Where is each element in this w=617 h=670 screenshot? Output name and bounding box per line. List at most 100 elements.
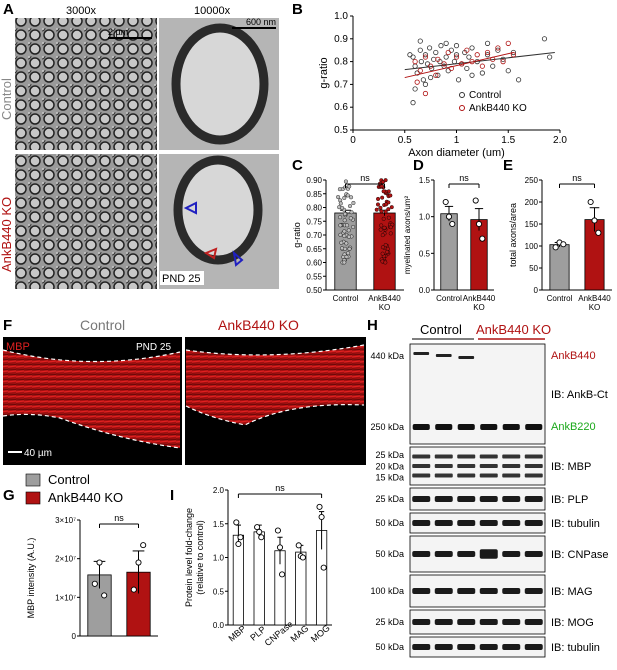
data-point (379, 223, 384, 228)
b-scatter-point (490, 63, 496, 69)
data-point (140, 542, 147, 549)
data-point (380, 195, 385, 200)
b-y-tick-label: 0.8 (334, 57, 348, 68)
y-tick-label: 50 (529, 264, 538, 273)
data-point (279, 571, 286, 578)
data-point (591, 217, 598, 224)
y-tick-label: 0.70 (306, 231, 322, 240)
band (457, 551, 476, 557)
blot-frame (409, 535, 546, 573)
b-scatter-point (484, 49, 491, 56)
data-point (442, 198, 449, 206)
g-legend-label: AnkB440 KO (48, 490, 123, 505)
blot-frame (409, 609, 546, 635)
b-scatter-point (495, 47, 501, 53)
data-point (345, 193, 350, 198)
y-tick-label: 250 (525, 176, 539, 185)
category-label: AnkB440 (368, 294, 401, 303)
b-scatter-point (417, 68, 423, 74)
b-scatter-point (500, 56, 506, 62)
blot-label: IB: tubulin (551, 642, 600, 654)
band-ankb220 (525, 424, 543, 430)
data-point (342, 233, 347, 238)
band (457, 496, 476, 502)
b-scatter-point (515, 77, 522, 83)
data-point (343, 211, 348, 216)
b-legend-label: Control (469, 90, 501, 101)
y-tick-label: 150 (525, 220, 539, 229)
panel-letter-d: D (413, 157, 424, 174)
data-point (348, 204, 353, 209)
data-point (342, 195, 347, 200)
data-point (351, 200, 356, 205)
data-point (346, 251, 351, 256)
data-point (595, 229, 602, 236)
data-point (378, 227, 383, 232)
data-point (449, 220, 456, 228)
data-point (346, 234, 351, 239)
b-scatter-point (428, 63, 434, 69)
data-point (96, 559, 103, 566)
b-scatter-point (443, 54, 449, 60)
b-scatter-point (453, 54, 460, 60)
data-point (340, 205, 345, 210)
b-x-tick-label: 1 (454, 135, 460, 146)
b-scatter-point (407, 52, 413, 58)
bar (253, 531, 265, 626)
data-point (386, 207, 391, 212)
arrowhead-red (203, 247, 218, 260)
band (479, 619, 498, 625)
panel-letter-g: G (3, 487, 15, 504)
blot-frame (409, 487, 546, 511)
b-scatter-point (466, 54, 472, 60)
b-scatter-point (453, 52, 460, 58)
mw-marker: 440 kDa (370, 351, 404, 361)
bar (549, 244, 570, 291)
data-point (342, 229, 347, 234)
data-point (338, 201, 343, 206)
b-scatter-point (484, 52, 491, 58)
mw-marker: 100 kDa (370, 586, 404, 596)
b-scatter-point (414, 79, 420, 85)
g-legend-swatch (25, 491, 41, 505)
mag-3000x: 3000x (66, 5, 96, 17)
panel-letter-b: B (292, 1, 303, 18)
data-point (345, 223, 350, 228)
data-point (388, 231, 393, 236)
scalebar-label-2um: 2 µm (108, 27, 128, 37)
band-mbp (479, 454, 498, 459)
b-scatter-point (426, 45, 433, 51)
band (412, 551, 431, 557)
dashed-outline-ko (185, 344, 365, 426)
band (434, 496, 453, 502)
data-point (348, 216, 353, 221)
b-scatter-point (441, 61, 447, 67)
y-tick-label: 100 (525, 242, 539, 251)
data-point (389, 205, 394, 210)
data-point (338, 232, 343, 237)
b-scatter-point (464, 47, 470, 53)
data-point (384, 202, 389, 207)
data-point (347, 246, 352, 251)
band (524, 644, 543, 650)
panel-letter-a: A (3, 1, 14, 18)
sig-label: ns (572, 173, 582, 183)
bar (232, 534, 244, 626)
data-point (349, 195, 354, 200)
f-label-control: Control (80, 317, 125, 333)
blot-label: IB: PLP (551, 494, 588, 506)
mw-marker: 50 kDa (375, 642, 404, 652)
b-scatter-point (474, 52, 480, 58)
b-scatter-point (431, 56, 437, 62)
category-label: AnkB440 (578, 294, 611, 303)
data-point (383, 178, 388, 183)
band (434, 619, 453, 625)
category-label: KO (379, 303, 391, 312)
band-mbp (434, 473, 453, 478)
category-label: MBP (226, 623, 247, 643)
b-y-tick-label: 0.6 (334, 102, 348, 113)
band-mbp (479, 473, 498, 478)
blot-label: IB: AnkB-Ct (551, 389, 608, 401)
b-scatter-point (479, 63, 485, 69)
